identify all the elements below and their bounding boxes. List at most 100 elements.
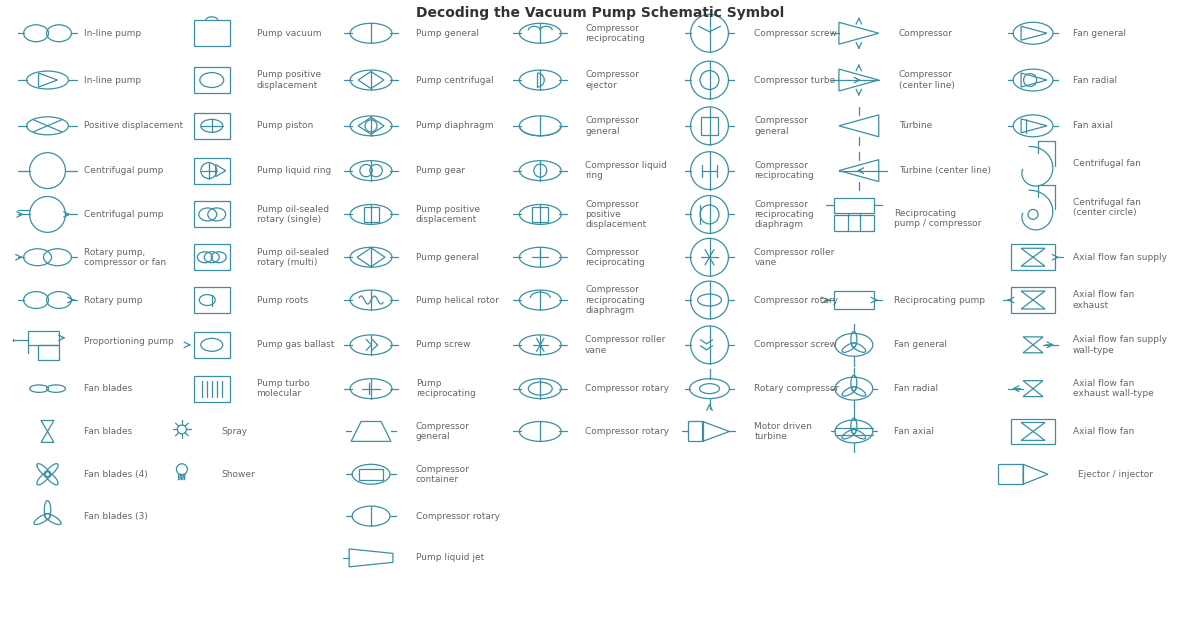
Bar (194, 244, 229, 270)
Bar (194, 67, 229, 93)
Bar (194, 202, 229, 228)
Text: Pump gas ballast: Pump gas ballast (257, 341, 334, 349)
Text: Pump gear: Pump gear (416, 166, 464, 175)
Text: Compressor
general: Compressor general (755, 116, 808, 136)
Bar (1012, 287, 1055, 313)
Text: Fan radial: Fan radial (894, 384, 937, 393)
Text: Axial flow fan: Axial flow fan (1073, 427, 1134, 436)
Bar (1012, 244, 1055, 270)
Text: Fan blades: Fan blades (84, 427, 132, 436)
Text: Axial flow fan
exhaust wall-type: Axial flow fan exhaust wall-type (1073, 379, 1153, 399)
Text: Fan blades: Fan blades (84, 384, 132, 393)
Text: Pump turbo
molecular: Pump turbo molecular (257, 379, 310, 399)
Text: Pump oil-sealed
rotary (single): Pump oil-sealed rotary (single) (257, 205, 329, 224)
Text: Compressor rotary: Compressor rotary (416, 511, 500, 521)
Text: Compressor: Compressor (899, 29, 953, 38)
Text: Pump general: Pump general (416, 253, 479, 262)
Text: Pump vacuum: Pump vacuum (257, 29, 322, 38)
Bar (194, 113, 229, 139)
Bar (688, 421, 702, 441)
Text: Pump liquid ring: Pump liquid ring (257, 166, 331, 175)
Text: Compressor turbo: Compressor turbo (755, 75, 835, 85)
Text: Compressor screw: Compressor screw (755, 29, 838, 38)
Text: Pump
reciprocating: Pump reciprocating (416, 379, 475, 399)
Bar (834, 215, 874, 231)
Bar (364, 207, 378, 222)
Text: Ejector / injector: Ejector / injector (1078, 470, 1153, 479)
Text: Pump helical rotor: Pump helical rotor (416, 296, 499, 305)
Bar (194, 158, 229, 184)
Text: Axial flow fan
exhaust: Axial flow fan exhaust (1073, 291, 1134, 310)
Bar (998, 465, 1024, 484)
Text: Pump positive
displacement: Pump positive displacement (416, 205, 480, 224)
Bar (194, 376, 229, 402)
Bar (701, 117, 719, 135)
Text: Pump screw: Pump screw (416, 341, 470, 349)
Text: In-line pump: In-line pump (84, 29, 142, 38)
Text: Pump positive
displacement: Pump positive displacement (257, 70, 320, 89)
Text: Compressor
(center line): Compressor (center line) (899, 70, 954, 89)
Bar (533, 207, 548, 222)
Text: Pump liquid jet: Pump liquid jet (416, 553, 484, 562)
Text: Compressor
reciprocating: Compressor reciprocating (586, 247, 644, 267)
Bar (37, 345, 60, 360)
Text: Compressor
reciprocating
diaphragm: Compressor reciprocating diaphragm (586, 285, 644, 315)
Bar (359, 469, 383, 480)
Text: Pump general: Pump general (416, 29, 479, 38)
Text: Pump centrifugal: Pump centrifugal (416, 75, 493, 85)
Text: Compressor rotary: Compressor rotary (755, 296, 839, 305)
Text: Pump piston: Pump piston (257, 122, 313, 130)
Text: Centrifugal pump: Centrifugal pump (84, 210, 163, 219)
Text: Pump oil-sealed
rotary (multi): Pump oil-sealed rotary (multi) (257, 247, 329, 267)
Text: Compressor liquid
ring: Compressor liquid ring (586, 161, 667, 180)
Text: Compressor
general: Compressor general (586, 116, 638, 136)
Text: Compressor rotary: Compressor rotary (586, 427, 670, 436)
Text: Compressor screw: Compressor screw (755, 341, 838, 349)
Text: Shower: Shower (222, 470, 256, 479)
Text: Motor driven
turbine: Motor driven turbine (755, 422, 812, 441)
Text: Pump diaphragm: Pump diaphragm (416, 122, 493, 130)
Text: Fan axial: Fan axial (1073, 122, 1112, 130)
Text: Fan radial: Fan radial (1073, 75, 1117, 85)
Text: Axial flow fan supply: Axial flow fan supply (1073, 253, 1166, 262)
Text: Positive displacement: Positive displacement (84, 122, 184, 130)
Bar (194, 287, 229, 313)
Text: Decoding the Vacuum Pump Schematic Symbol: Decoding the Vacuum Pump Schematic Symbo… (416, 6, 784, 20)
Text: Fan axial: Fan axial (894, 427, 934, 436)
Text: Reciprocating pump: Reciprocating pump (894, 296, 985, 305)
Text: Fan blades (4): Fan blades (4) (84, 470, 148, 479)
Text: Fan general: Fan general (1073, 29, 1126, 38)
Text: Turbine: Turbine (899, 122, 932, 130)
Text: Compressor
reciprocating: Compressor reciprocating (586, 23, 644, 43)
Bar (834, 291, 874, 310)
Bar (834, 197, 874, 213)
Text: Rotary pump: Rotary pump (84, 296, 143, 305)
Text: Compressor roller
vane: Compressor roller vane (755, 247, 835, 267)
Text: Rotary compressor: Rotary compressor (755, 384, 840, 393)
Text: Fan blades (3): Fan blades (3) (84, 511, 149, 521)
Text: Compressor
positive
displacement: Compressor positive displacement (586, 199, 647, 230)
Text: Fan general: Fan general (894, 341, 947, 349)
Text: In-line pump: In-line pump (84, 75, 142, 85)
Text: Axial flow fan supply
wall-type: Axial flow fan supply wall-type (1073, 335, 1166, 355)
Bar (194, 20, 229, 46)
Text: Compressor rotary: Compressor rotary (586, 384, 670, 393)
Text: Reciprocating
pump / compressor: Reciprocating pump / compressor (894, 209, 982, 228)
Text: Centrifugal pump: Centrifugal pump (84, 166, 163, 175)
Text: Compressor
reciprocating: Compressor reciprocating (755, 161, 814, 180)
Text: Rotary pump,
compressor or fan: Rotary pump, compressor or fan (84, 247, 167, 267)
Text: Compressor
container: Compressor container (416, 465, 469, 484)
Text: Compressor
reciprocating
diaphragm: Compressor reciprocating diaphragm (755, 199, 814, 230)
Text: Centrifugal fan
(center circle): Centrifugal fan (center circle) (1073, 198, 1141, 217)
Bar (194, 332, 229, 358)
Bar (1012, 418, 1055, 444)
Text: Proportioning pump: Proportioning pump (84, 337, 174, 346)
Text: Pump roots: Pump roots (257, 296, 307, 305)
Text: Turbine (center line): Turbine (center line) (899, 166, 991, 175)
Text: Centrifugal fan: Centrifugal fan (1073, 159, 1141, 168)
Bar (28, 331, 60, 345)
Text: Compressor
ejector: Compressor ejector (586, 70, 638, 89)
Text: Compressor roller
vane: Compressor roller vane (586, 335, 666, 355)
Text: Compressor
general: Compressor general (416, 422, 469, 441)
Text: Spray: Spray (222, 427, 248, 436)
